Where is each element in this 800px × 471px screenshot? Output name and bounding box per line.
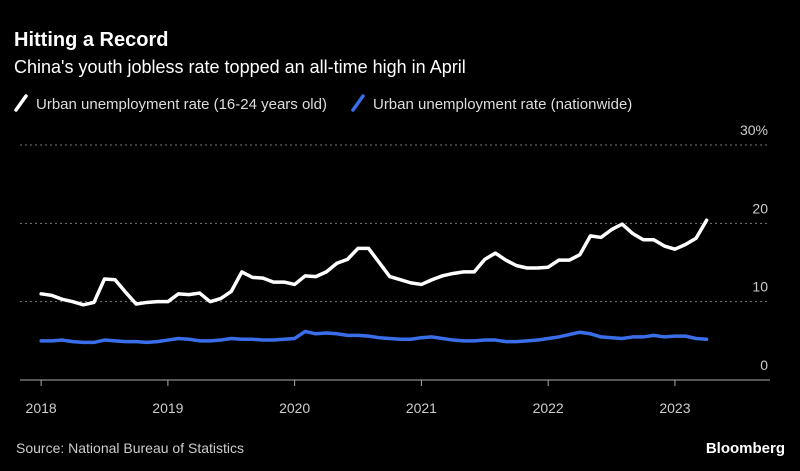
x-tick-label: 2022	[533, 400, 564, 416]
x-tick-label: 2023	[659, 400, 690, 416]
chart-title: Hitting a Record	[14, 29, 168, 51]
y-tick-label: 20	[752, 200, 768, 216]
x-tick-label: 2020	[279, 400, 310, 416]
x-tick-label: 2021	[406, 400, 437, 416]
source-note: Source: National Bureau of Statistics	[16, 440, 244, 456]
x-tick-label: 2019	[152, 400, 183, 416]
legend-label: Urban unemployment rate (16-24 years old…	[36, 96, 327, 113]
legend-swatch	[351, 94, 365, 112]
x-tick-label: 2018	[26, 400, 57, 416]
series-line	[39, 218, 709, 307]
brand: Bloomberg	[706, 440, 785, 457]
legend-swatch	[14, 94, 28, 112]
y-tick-label: 0	[760, 357, 768, 373]
series-line	[39, 329, 709, 345]
y-tick-label: 30%	[740, 122, 768, 138]
y-tick-label: 10	[752, 279, 768, 295]
legend-label: Urban unemployment rate (nationwide)	[373, 96, 632, 113]
chart-subtitle: China's youth jobless rate topped an all…	[14, 57, 466, 77]
